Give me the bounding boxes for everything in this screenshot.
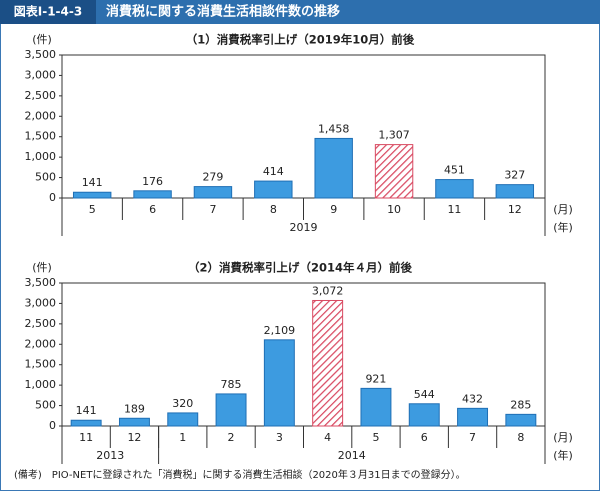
value-label: 176	[142, 175, 163, 188]
x-tick-label: 8	[270, 203, 277, 216]
value-label: 451	[444, 164, 465, 177]
y-tick-label: 3,500	[25, 276, 57, 289]
bar	[254, 180, 293, 199]
bar	[72, 191, 112, 199]
value-label: 785	[221, 378, 242, 391]
bar	[314, 137, 353, 199]
group-unit: (年)	[553, 448, 573, 462]
value-label: 432	[462, 392, 483, 405]
x-tick-label: 7	[209, 203, 216, 216]
bar	[193, 186, 233, 199]
bar	[505, 413, 537, 427]
bar	[435, 179, 474, 199]
y-tick-label: 500	[35, 171, 56, 184]
group-unit: (年)	[553, 220, 573, 234]
value-label: 279	[202, 171, 223, 184]
x-tick-label: 3	[276, 431, 283, 444]
note: (備考) PIO-NETに登録された「消費税」に関する消費生活相談（2020年３…	[14, 468, 466, 481]
y-tick-label: 500	[35, 399, 56, 412]
bar	[360, 387, 392, 427]
y-tick-label: 1,000	[25, 378, 57, 391]
x-tick-label: 7	[469, 431, 476, 444]
bar	[457, 407, 489, 427]
bar	[215, 393, 247, 427]
group-label: 2019	[290, 221, 318, 234]
bar	[374, 144, 414, 199]
y-tick-label: 1,000	[25, 150, 57, 163]
x-tick-label: 9	[330, 203, 337, 216]
x-tick-label: 10	[387, 203, 401, 216]
y-tick-label: 2,500	[25, 89, 57, 102]
x-tick-label: 8	[517, 431, 524, 444]
x-tick-label: 5	[89, 203, 96, 216]
bar	[312, 299, 344, 427]
x-unit: (月)	[553, 203, 573, 216]
group-label: 2014	[338, 449, 366, 462]
figure-label: 図表Ⅰ-1-4-3	[14, 4, 82, 19]
bar	[118, 417, 150, 427]
x-tick-label: 5	[372, 431, 379, 444]
y-tick-label: 2,500	[25, 317, 57, 330]
y-tick-label: 0	[49, 419, 56, 432]
chart-title: （2）消費税率引上げ（2014年４月）前後	[188, 261, 413, 275]
bar	[408, 403, 440, 427]
y-tick-label: 2,000	[25, 109, 57, 122]
header-bar	[0, 0, 600, 24]
y-unit: (件)	[32, 33, 52, 46]
x-tick-label: 6	[421, 431, 428, 444]
value-label: 2,109	[264, 324, 296, 337]
value-label: 141	[76, 404, 97, 417]
y-tick-label: 3,500	[25, 48, 57, 61]
value-label: 189	[124, 402, 145, 415]
y-tick-label: 0	[49, 191, 56, 204]
y-tick-label: 1,500	[25, 130, 57, 143]
x-tick-label: 11	[79, 431, 93, 444]
label-box	[0, 0, 96, 24]
x-tick-label: 11	[447, 203, 461, 216]
group-label: 2013	[96, 449, 124, 462]
x-unit: (月)	[553, 431, 573, 444]
bar	[167, 412, 199, 427]
value-label: 921	[365, 372, 386, 385]
x-tick-label: 6	[149, 203, 156, 216]
value-label: 1,458	[318, 122, 350, 135]
value-label: 320	[172, 397, 193, 410]
y-unit: (件)	[32, 261, 52, 274]
y-tick-label: 1,500	[25, 358, 57, 371]
value-label: 141	[82, 176, 103, 189]
bar	[133, 190, 172, 199]
y-tick-label: 3,000	[25, 296, 57, 309]
bar	[495, 184, 535, 199]
chart-title: （1）消費税率引上げ（2019年10月）前後	[186, 33, 415, 47]
x-tick-label: 12	[508, 203, 522, 216]
x-tick-label: 4	[324, 431, 331, 444]
bar	[263, 339, 295, 427]
y-tick-label: 3,000	[25, 68, 57, 81]
value-label: 3,072	[312, 284, 344, 297]
value-label: 544	[414, 388, 435, 401]
x-tick-label: 1	[179, 431, 186, 444]
figure-title: 消費税に関する消費生活相談件数の推移	[106, 4, 340, 20]
x-tick-label: 12	[127, 431, 141, 444]
y-tick-label: 2,000	[25, 337, 57, 350]
x-tick-label: 2	[228, 431, 235, 444]
value-label: 285	[510, 398, 531, 411]
value-label: 1,307	[378, 129, 410, 142]
value-label: 414	[263, 165, 284, 178]
bar	[70, 419, 102, 427]
value-label: 327	[504, 169, 525, 182]
